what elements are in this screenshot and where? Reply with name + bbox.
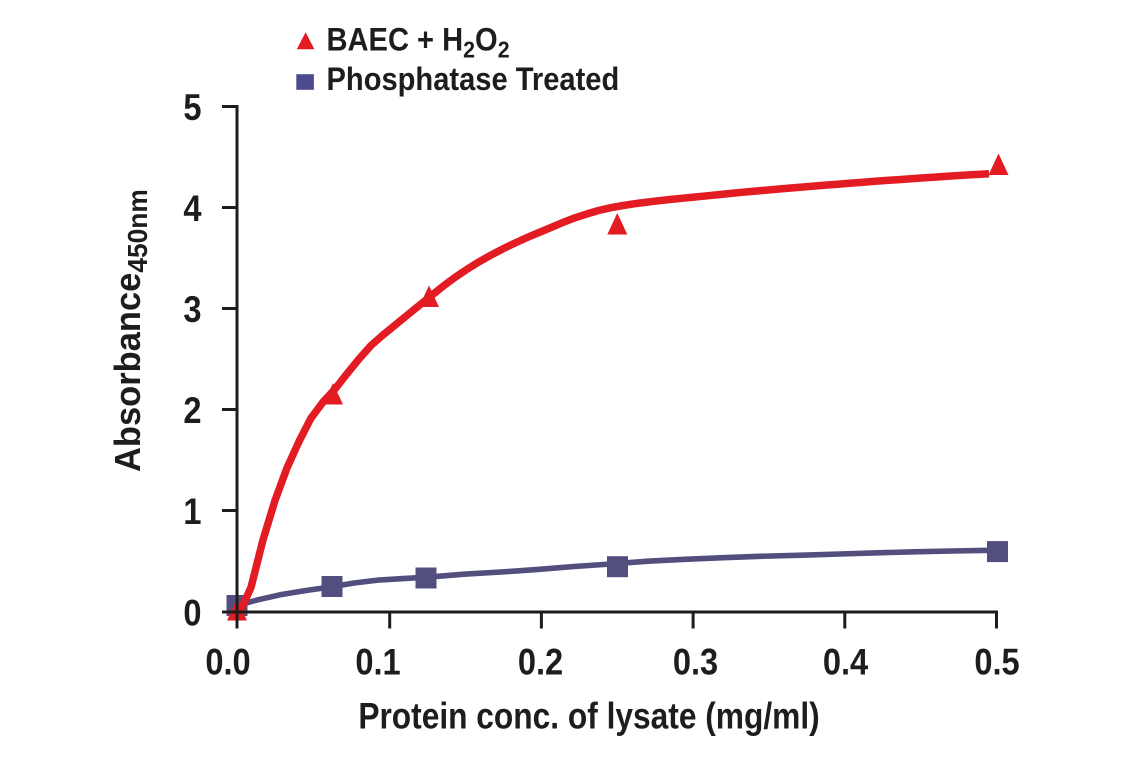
svg-text:Protein conc. of lysate (mg/ml: Protein conc. of lysate (mg/ml) (358, 696, 819, 737)
svg-text:0.2: 0.2 (518, 641, 563, 683)
svg-text:Phosphatase Treated: Phosphatase Treated (327, 62, 620, 98)
svg-text:5: 5 (183, 87, 201, 129)
svg-text:0.0: 0.0 (205, 641, 250, 683)
svg-text:4: 4 (183, 188, 202, 230)
svg-text:0.4: 0.4 (823, 641, 869, 683)
svg-text:1: 1 (183, 491, 201, 533)
svg-text:BAEC + H2O2: BAEC + H2O2 (327, 22, 510, 62)
svg-text:0.1: 0.1 (355, 641, 400, 683)
svg-text:2: 2 (183, 390, 201, 432)
svg-text:3: 3 (183, 289, 201, 331)
svg-text:0.5: 0.5 (974, 641, 1019, 683)
svg-text:0.3: 0.3 (673, 641, 718, 683)
svg-text:0: 0 (183, 592, 201, 634)
